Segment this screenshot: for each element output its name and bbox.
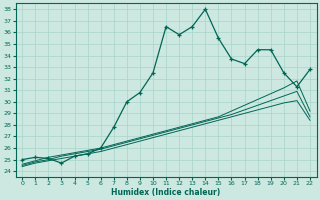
X-axis label: Humidex (Indice chaleur): Humidex (Indice chaleur) xyxy=(111,188,221,197)
